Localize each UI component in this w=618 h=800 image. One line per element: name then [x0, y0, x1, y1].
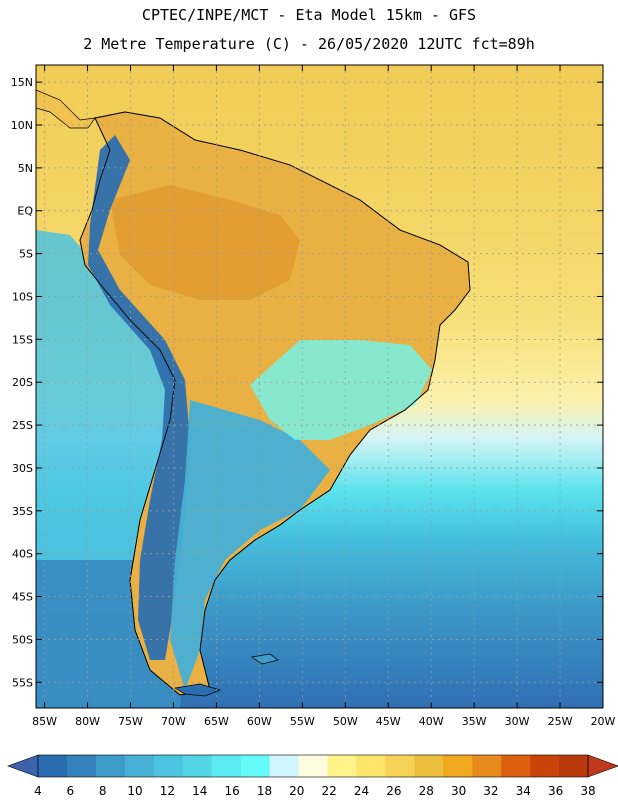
- lon-label: 55W: [290, 715, 315, 728]
- longitude-labels: 85W 80W 75W 70W 65W 60W 55W 50W 45W 40W 35W 30W 25W 2…: [32, 715, 615, 728]
- colorbar-label: 20: [289, 784, 305, 798]
- lon-label: 60W: [247, 715, 272, 728]
- colorbar-segment: [95, 755, 126, 777]
- lon-label: 80W: [75, 715, 100, 728]
- lon-label: 25W: [548, 715, 573, 728]
- colorbar-label: 38: [580, 784, 596, 798]
- colorbar-segment: [124, 755, 155, 777]
- map-frame: [35, 64, 604, 709]
- lat-label: 5S: [19, 248, 33, 261]
- lat-label: 10S: [12, 290, 33, 303]
- colorbar-label: 18: [256, 784, 273, 798]
- lon-label: 75W: [118, 715, 143, 728]
- lon-label: 30W: [505, 715, 530, 728]
- temperature-colorbar: [7, 754, 618, 778]
- colorbar-label: 12: [159, 784, 176, 798]
- lat-label: 10N: [11, 119, 33, 132]
- colorbar-label: 16: [224, 784, 240, 798]
- colorbar-segment: [38, 755, 68, 777]
- lon-label: 35W: [462, 715, 487, 728]
- coastline: [79, 111, 471, 696]
- map-title-line-1: CPTEC/INPE/MCT - Eta Model 15km - GFS: [141, 6, 477, 24]
- lon-label: 65W: [204, 715, 229, 728]
- colorbar-label: 14: [192, 784, 208, 798]
- colorbar-segment: [530, 755, 560, 777]
- colorbar-outline: [37, 754, 589, 778]
- lon-label: 40W: [419, 715, 444, 728]
- colorbar-segment: [211, 755, 241, 777]
- falkland-islands: [251, 653, 279, 665]
- lon-label: 85W: [32, 715, 57, 728]
- central-america: [36, 89, 96, 129]
- colorbar-segment: [153, 755, 184, 777]
- latitude-labels: 15N 10N 5N EQ 5S 10S 15S 20S 25S 30S 35S 40S 45S 50S 5…: [11, 76, 34, 689]
- colorbar-under-arrow: [7, 754, 39, 778]
- map-title-line-2: 2 Metre Temperature (C) - 26/05/2020 12U…: [83, 35, 535, 53]
- colorbar-segment: [559, 755, 589, 777]
- amazon-hot-zone: [110, 185, 300, 300]
- colorbar-over-arrow: [587, 754, 618, 778]
- lat-label: 55S: [12, 676, 33, 689]
- colorbar-label: 32: [483, 784, 499, 798]
- colorbar-segment: [269, 755, 299, 777]
- colorbar-segment: [327, 755, 357, 777]
- colorbar-label: 22: [321, 784, 337, 798]
- lat-label: 30S: [12, 462, 33, 475]
- lat-label: 35S: [12, 505, 33, 518]
- lat-label: 20S: [12, 376, 33, 389]
- colorbar-segment: [182, 755, 212, 777]
- colorbar-segment: [298, 755, 328, 777]
- colorbar-label: 30: [450, 784, 467, 798]
- colorbar-label: 4: [34, 784, 42, 798]
- colorbar-label: 6: [66, 784, 75, 798]
- lon-label: 70W: [161, 715, 186, 728]
- lat-label: 40S: [12, 548, 33, 561]
- colorbar-label: 8: [98, 784, 107, 798]
- lat-label: 15S: [12, 333, 33, 346]
- colorbar-segment: [385, 755, 415, 777]
- map-ticks: [36, 65, 604, 708]
- colorbar-segment: [66, 755, 97, 777]
- southeast-brazil-cool-zone: [250, 340, 432, 440]
- colorbar-label: 26: [386, 784, 402, 798]
- colorbar-label: 36: [548, 784, 564, 798]
- lat-lon-gridlines: [36, 65, 603, 708]
- tierra-del-fuego: [173, 683, 222, 697]
- colorbar-segment: [501, 755, 531, 777]
- colorbar-segment: [356, 755, 386, 777]
- colorbar-segment: [472, 755, 502, 777]
- lat-label: 25S: [12, 419, 33, 432]
- colorbar-label: 28: [418, 784, 434, 798]
- lat-label: 45S: [12, 591, 33, 604]
- lat-label: 15N: [11, 76, 33, 89]
- colorbar-segment: [240, 755, 270, 777]
- southern-cone-cool-zone: [170, 400, 330, 690]
- lat-label: 5N: [18, 162, 33, 175]
- lon-label: 20W: [591, 715, 616, 728]
- colorbar-label: 10: [127, 784, 143, 798]
- lon-label: 45W: [376, 715, 401, 728]
- lon-label: 50W: [333, 715, 358, 728]
- colorbar-segment: [443, 755, 473, 777]
- lat-label: EQ: [17, 205, 33, 218]
- colorbar-label: 24: [353, 784, 370, 798]
- colorbar-segment: [414, 755, 444, 777]
- andes-cold-zone: [88, 135, 190, 660]
- colorbar-label: 34: [515, 784, 531, 798]
- lat-label: 50S: [12, 633, 33, 646]
